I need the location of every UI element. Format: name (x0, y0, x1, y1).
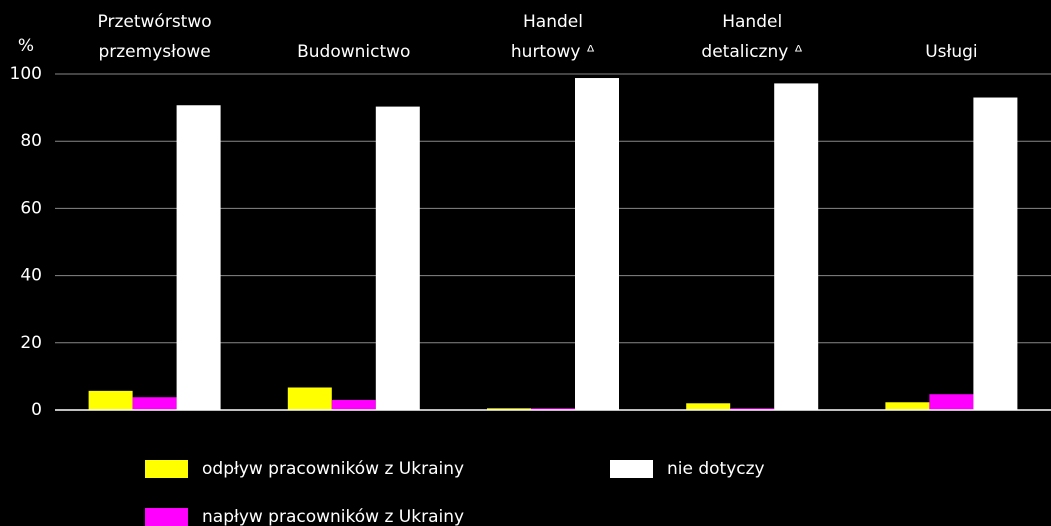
y-tick-label: 20 (20, 333, 42, 353)
bar (375, 106, 420, 410)
bar (88, 390, 133, 410)
bar (885, 402, 930, 410)
bar (730, 408, 775, 410)
legend-swatch (145, 460, 188, 478)
legend-label: odpływ pracowników z Ukrainy (202, 459, 464, 479)
bar (575, 78, 619, 411)
bar (176, 105, 221, 411)
bar (331, 399, 376, 410)
x-tick-label: Budownictwo (297, 42, 410, 62)
x-tick-label: Przetwórstwo (98, 12, 212, 32)
legend-swatch (145, 508, 188, 526)
y-tick-label: 0 (31, 400, 42, 420)
bar (132, 397, 177, 410)
bar (487, 408, 531, 410)
y-tick-label: 40 (20, 266, 42, 286)
bar (929, 394, 974, 410)
legend-label: napływ pracowników z Ukrainy (202, 507, 464, 526)
bar (686, 403, 731, 410)
legend-label: nie dotyczy (667, 459, 765, 479)
bar (774, 83, 819, 411)
bar (531, 408, 575, 410)
x-tick-label: przemysłowe (98, 42, 210, 62)
bar (287, 387, 332, 410)
bar (973, 97, 1018, 411)
x-tick-label: Handel (523, 12, 583, 32)
y-tick-label: 100 (10, 64, 42, 84)
legend-swatch (610, 460, 653, 478)
x-tick-label: Usługi (925, 42, 977, 62)
x-tick-label: Handel (722, 12, 782, 32)
x-tick-label: hurtowy ᐞ (511, 42, 595, 62)
y-tick-label: 60 (20, 198, 42, 218)
y-tick-label: 80 (20, 131, 42, 151)
x-tick-label: detaliczny ᐞ (701, 42, 803, 62)
y-axis-label: % (18, 36, 34, 56)
